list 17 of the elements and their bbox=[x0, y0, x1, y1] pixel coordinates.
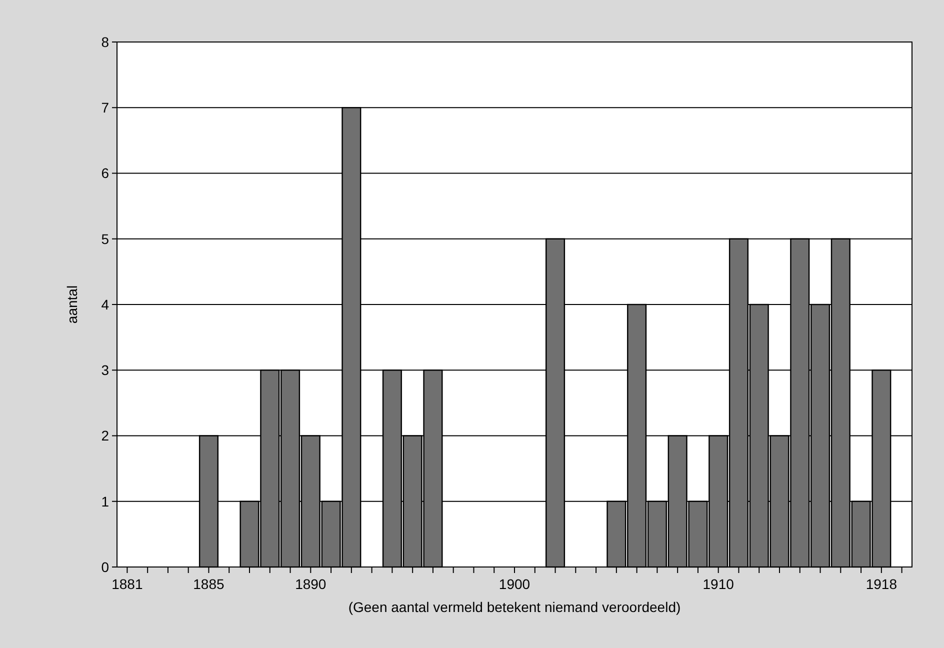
y-tick-label: 1 bbox=[101, 493, 110, 510]
y-tick-label: 4 bbox=[101, 296, 110, 312]
y-tick-label: 0 bbox=[101, 558, 110, 575]
y-tick-label: 2 bbox=[101, 428, 110, 444]
x-tick-label: 1881 bbox=[112, 576, 143, 592]
x-tick-label: 1885 bbox=[193, 576, 225, 592]
y-tick-label: 3 bbox=[101, 362, 110, 378]
y-axis-title: aantal bbox=[64, 285, 80, 324]
x-axis-title: (Geen aantal vermeld betekent niemand veroordeeld) bbox=[348, 599, 681, 615]
y-tick-label: 7 bbox=[101, 100, 110, 116]
x-tick-label: 1900 bbox=[498, 576, 530, 592]
x-tick-label: 1890 bbox=[295, 576, 326, 592]
x-tick-label: 1918 bbox=[866, 576, 898, 592]
y-tick-label: 8 bbox=[101, 34, 110, 50]
y-tick-label: 6 bbox=[101, 165, 110, 182]
y-tick-label: 5 bbox=[101, 230, 110, 247]
x-tick-label: 1910 bbox=[702, 576, 734, 592]
